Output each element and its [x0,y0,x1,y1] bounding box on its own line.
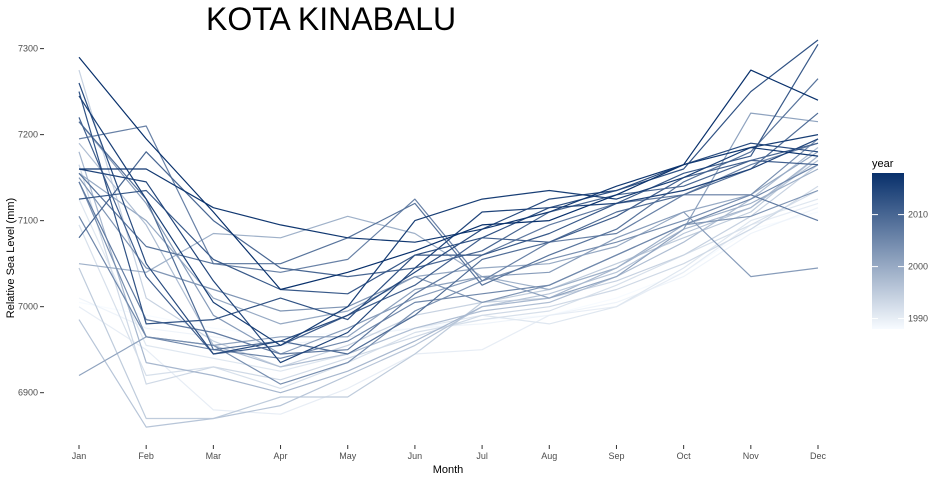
legend-title: year [872,158,894,170]
y-axis: 6900 7000 7100 7200 7300 [18,44,44,398]
x-tick-label: Mar [206,451,222,461]
x-tick-label: Oct [677,451,692,461]
legend-colorbar [872,173,904,329]
x-tick-label: Jul [476,451,488,461]
series-line-2009 [78,112,819,355]
series-line-2018 [78,56,819,291]
x-tick-label: Apr [274,451,288,461]
series-line-2008 [78,78,819,286]
x-tick-label: May [339,451,357,461]
x-tick-label: Jun [408,451,423,461]
series-line-1990 [78,202,819,415]
y-tick-label: 6900 [18,388,38,398]
legend-tick-label: 2000 [908,262,928,272]
series-line-2012 [78,43,819,295]
series-line-2016 [78,95,819,346]
legend-tick-label: 2010 [908,210,928,220]
series-line-2010 [78,142,819,278]
x-tick-label: Feb [138,451,154,461]
x-tick-label: Aug [541,451,557,461]
series-line-1998 [78,151,819,394]
series-line-1991 [78,198,819,372]
y-tick-label: 7000 [18,302,38,312]
x-tick-label: Jan [72,451,87,461]
series-line-2005 [78,164,819,359]
legend-ticks: 1990 2000 2010 [872,210,928,324]
series-line-2017 [79,146,819,243]
y-tick-label: 7200 [18,130,38,140]
x-tick-label: Nov [743,451,760,461]
series-lines [78,39,819,428]
series-line-1995 [78,155,819,420]
chart-title: KOTA KINABALU [206,1,456,37]
series-line-2015 [78,138,819,364]
x-tick-label: Dec [810,451,827,461]
y-axis-title: Relative Sea Level (mm) [5,198,17,318]
series-line-2004 [78,138,819,385]
y-tick-label: 7300 [18,44,38,54]
y-tick-label: 7100 [18,216,38,226]
legend-tick-label: 1990 [908,314,928,324]
series-line-2013 [78,39,819,325]
series-line-2014 [78,82,819,355]
year-legend: year 1990 2000 2010 [872,158,928,329]
series-line-1994 [78,69,819,368]
series-line-2007 [78,181,819,355]
series-line-1996 [78,159,819,428]
x-tick-label: Sep [608,451,624,461]
x-axis: Jan Feb Mar Apr May Jun Jul Aug Sep Oct Nov Dec [72,445,827,461]
x-axis-title: Month [433,464,464,476]
series-line-2011 [78,117,819,355]
